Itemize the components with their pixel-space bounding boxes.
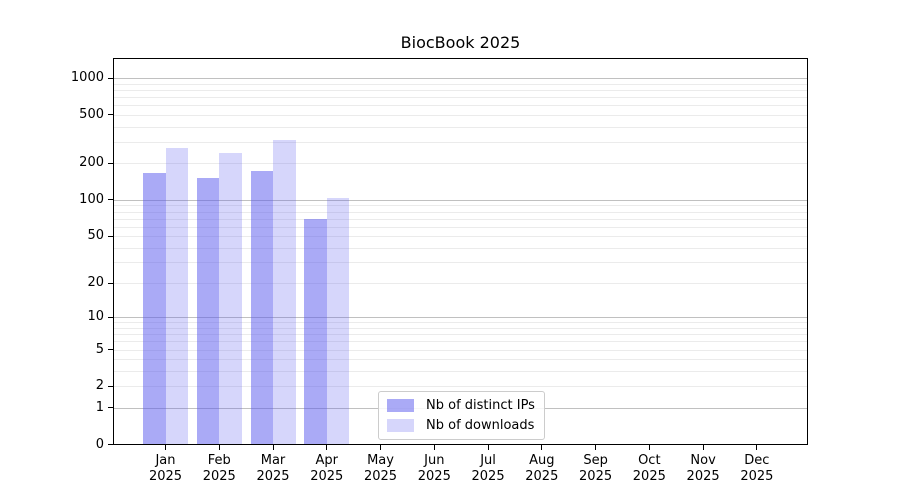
y-tick-2 bbox=[108, 385, 113, 387]
x-tick-label-nov: Nov 2025 bbox=[686, 453, 720, 484]
y-tick-100 bbox=[108, 199, 113, 201]
y-tick-20 bbox=[108, 282, 113, 284]
x-tick-label-dec: Dec 2025 bbox=[740, 453, 774, 484]
x-tick-jul bbox=[487, 445, 489, 450]
gridline-minor-3 bbox=[114, 371, 807, 373]
y-tick-1 bbox=[108, 407, 113, 409]
y-tick-200 bbox=[108, 162, 113, 164]
x-tick-dec bbox=[756, 445, 758, 450]
gridline-minor-700 bbox=[114, 97, 807, 99]
y-tick-label-0: 0 bbox=[95, 436, 104, 452]
x-tick-feb bbox=[218, 445, 220, 450]
legend-label-nb-of-downloads: Nb of downloads bbox=[426, 418, 535, 433]
y-tick-10 bbox=[108, 316, 113, 318]
gridline-minor-6 bbox=[114, 341, 807, 343]
gridline-minor-4 bbox=[114, 359, 807, 361]
gridline-minor-30 bbox=[114, 262, 807, 264]
x-tick-jun bbox=[433, 445, 435, 450]
x-tick-mar bbox=[272, 445, 274, 450]
x-tick-label-oct: Oct 2025 bbox=[632, 453, 666, 484]
gridline-minor-90 bbox=[114, 205, 807, 207]
x-tick-label-apr: Apr 2025 bbox=[310, 453, 344, 484]
gridline-major-1000 bbox=[114, 78, 807, 80]
gridline-minor-7 bbox=[114, 334, 807, 336]
bar-nb-of-distinct-ips-feb bbox=[196, 177, 220, 445]
y-tick-50 bbox=[108, 235, 113, 237]
x-tick-label-mar: Mar 2025 bbox=[256, 453, 290, 484]
gridline-minor-500 bbox=[114, 114, 807, 116]
legend-row-nb-of-distinct-ips: Nb of distinct IPs bbox=[387, 397, 535, 414]
legend-swatch-nb-of-distinct-ips bbox=[387, 399, 414, 412]
gridline-minor-200 bbox=[114, 163, 807, 165]
gridline-major-100 bbox=[114, 199, 807, 201]
x-tick-sep bbox=[595, 445, 597, 450]
gridline-minor-900 bbox=[114, 83, 807, 85]
gridline-minor-20 bbox=[114, 283, 807, 285]
gridline-minor-70 bbox=[114, 218, 807, 220]
x-tick-nov bbox=[702, 445, 704, 450]
x-tick-oct bbox=[648, 445, 650, 450]
y-tick-0 bbox=[108, 444, 113, 445]
gridline-minor-300 bbox=[114, 141, 807, 143]
gridline-minor-40 bbox=[114, 247, 807, 249]
gridline-minor-600 bbox=[114, 105, 807, 107]
gridline-minor-50 bbox=[114, 236, 807, 238]
gridline-minor-400 bbox=[114, 126, 807, 128]
y-tick-label-50: 50 bbox=[87, 228, 104, 244]
y-tick-label-1000: 1000 bbox=[70, 70, 104, 86]
legend-label-nb-of-distinct-ips: Nb of distinct IPs bbox=[426, 398, 535, 413]
y-tick-label-100: 100 bbox=[79, 191, 104, 207]
x-tick-label-sep: Sep 2025 bbox=[579, 453, 613, 484]
gridline-minor-8 bbox=[114, 328, 807, 330]
y-tick-label-5: 5 bbox=[95, 341, 104, 357]
y-tick-label-10: 10 bbox=[87, 309, 104, 325]
y-tick-label-1: 1 bbox=[95, 399, 104, 415]
legend-row-nb-of-downloads: Nb of downloads bbox=[387, 417, 535, 434]
x-tick-label-jun: Jun 2025 bbox=[417, 453, 451, 484]
x-tick-apr bbox=[326, 445, 328, 450]
gridline-minor-80 bbox=[114, 211, 807, 213]
x-tick-may bbox=[380, 445, 382, 450]
x-tick-label-jul: Jul 2025 bbox=[471, 453, 505, 484]
x-tick-jan bbox=[165, 445, 166, 450]
gridline-minor-2 bbox=[114, 386, 807, 388]
bar-nb-of-distinct-ips-jan bbox=[143, 172, 166, 445]
y-tick-label-200: 200 bbox=[79, 155, 104, 171]
gridline-minor-800 bbox=[114, 90, 807, 92]
gridline-major-10 bbox=[114, 317, 807, 319]
y-tick-5 bbox=[108, 349, 113, 351]
bar-nb-of-distinct-ips-apr bbox=[304, 218, 327, 445]
bar-nb-of-downloads-jan bbox=[165, 147, 188, 445]
y-tick-label-20: 20 bbox=[87, 275, 104, 291]
x-tick-label-may: May 2025 bbox=[363, 453, 398, 484]
legend: Nb of distinct IPs Nb of downloads bbox=[378, 391, 545, 440]
legend-swatch-nb-of-downloads bbox=[387, 419, 414, 432]
y-tick-label-2: 2 bbox=[95, 378, 104, 394]
gridline-minor-5 bbox=[114, 349, 807, 351]
x-tick-aug bbox=[541, 445, 543, 450]
gridline-minor-60 bbox=[114, 226, 807, 228]
x-tick-label-jan: Jan 2025 bbox=[148, 453, 183, 484]
plot-area bbox=[113, 58, 808, 445]
chart-title: BiocBook 2025 bbox=[400, 33, 521, 52]
x-tick-label-aug: Aug 2025 bbox=[525, 453, 559, 484]
bar-nb-of-downloads-mar bbox=[273, 140, 296, 445]
y-tick-1000 bbox=[108, 77, 113, 79]
x-tick-label-feb: Feb 2025 bbox=[202, 453, 236, 484]
bar-nb-of-downloads-feb bbox=[219, 153, 242, 445]
bar-nb-of-distinct-ips-mar bbox=[250, 170, 274, 445]
gridline-minor-9 bbox=[114, 322, 807, 324]
bar-nb-of-downloads-apr bbox=[326, 198, 350, 445]
y-tick-500 bbox=[108, 114, 113, 116]
y-tick-label-500: 500 bbox=[79, 106, 104, 122]
